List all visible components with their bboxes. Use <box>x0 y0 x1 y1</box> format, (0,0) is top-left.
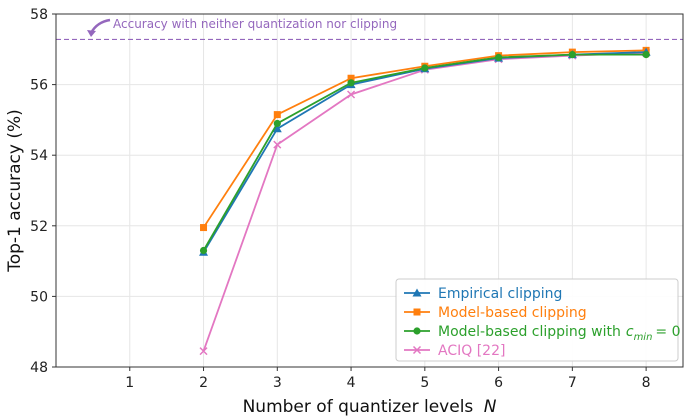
y-axis-ticks: 48 50 52 54 56 58 <box>30 7 56 376</box>
series-2 <box>199 50 650 255</box>
reference-line-group: Accuracy with neither quantization nor c… <box>56 17 683 41</box>
legend-swatch-marker <box>413 308 421 316</box>
legend: Empirical clipping Model-based clipping Mo… <box>395 278 681 362</box>
data-point <box>347 74 355 82</box>
y-tick-label: 50 <box>30 289 48 305</box>
data-point <box>273 140 282 149</box>
data-point <box>642 50 650 59</box>
x-tick-label: 1 <box>125 375 134 391</box>
legend-swatch-marker <box>412 345 422 355</box>
legend-label: Model-based clipping with cmin = 0 <box>438 324 681 343</box>
data-point <box>273 119 281 128</box>
legend-label: Empirical clipping <box>438 286 562 302</box>
legend-label-text: Model-based clipping <box>438 305 587 321</box>
annotation-arrowhead <box>87 30 96 37</box>
x-tick-label: 8 <box>642 375 651 391</box>
series-group <box>199 46 651 356</box>
y-tick-label: 54 <box>30 148 48 164</box>
data-point <box>199 246 208 255</box>
y-tick-label: 48 <box>30 360 48 376</box>
data-point <box>272 124 282 133</box>
legend-label: ACIQ [22] <box>438 343 505 359</box>
x-axis-label: Number of quantizer levels N <box>243 397 497 417</box>
legend-label-subscript: min <box>634 332 653 343</box>
data-point <box>568 50 576 59</box>
x-tick-label: 6 <box>494 375 503 391</box>
legend-entry: ACIQ [22] <box>404 343 505 359</box>
x-axis-label-text: Number of quantizer levels <box>243 397 474 417</box>
x-tick-label: 4 <box>347 375 356 391</box>
data-point <box>347 90 356 99</box>
x-axis-label-variable: N <box>484 397 497 417</box>
x-axis-ticks: 1 2 3 4 5 6 7 8 <box>125 367 651 391</box>
legend-label-equals: = 0 <box>655 324 680 340</box>
data-point <box>421 64 429 72</box>
data-point <box>199 347 208 356</box>
x-tick-label: 3 <box>273 375 282 391</box>
legend-entry: Model-based clipping <box>404 305 587 321</box>
legend-swatch-marker <box>412 288 422 297</box>
legend-label: Model-based clipping <box>438 305 587 321</box>
legend-entry: Model-based clipping with cmin = 0 <box>404 324 681 343</box>
data-point <box>273 111 281 119</box>
legend-box <box>395 278 679 362</box>
y-axis-label: Top-1 accuracy (%) <box>5 109 25 273</box>
reference-line-label: Accuracy with neither quantization nor c… <box>113 17 397 31</box>
legend-label-text: Empirical clipping <box>438 286 562 302</box>
legend-label-text: ACIQ [22] <box>438 343 505 359</box>
legend-swatch-marker <box>413 327 421 335</box>
x-tick-label: 5 <box>420 375 429 391</box>
y-tick-label: 58 <box>30 7 48 23</box>
x-tick-label: 7 <box>568 375 577 391</box>
x-tick-label: 2 <box>199 375 208 391</box>
data-point <box>494 53 503 62</box>
legend-entry: Empirical clipping <box>404 286 562 302</box>
y-tick-label: 56 <box>30 78 48 94</box>
plot-frame <box>55 13 684 368</box>
data-point <box>200 224 208 232</box>
data-point <box>347 79 355 87</box>
legend-label-c: c <box>626 324 634 340</box>
y-tick-label: 52 <box>30 219 48 235</box>
legend-label-text: Model-based clipping with <box>438 324 621 340</box>
